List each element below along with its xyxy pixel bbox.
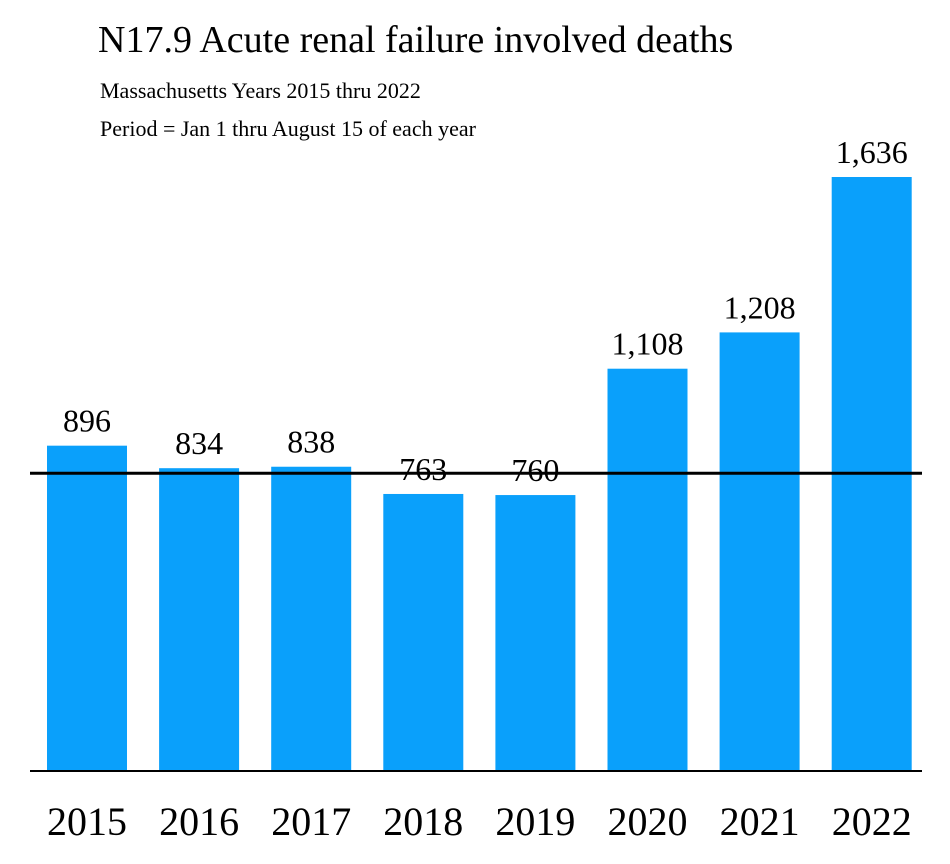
x-tick-label-2020: 2020 bbox=[608, 799, 688, 844]
bar-2016 bbox=[159, 468, 240, 771]
bar-2018 bbox=[383, 493, 464, 771]
bar-value-label-2020: 1,108 bbox=[612, 326, 684, 362]
bar-2015 bbox=[47, 445, 127, 771]
bar-2017 bbox=[271, 466, 352, 771]
bar-value-label-2016: 834 bbox=[175, 425, 223, 461]
x-tick-label-2015: 2015 bbox=[47, 799, 127, 844]
chart-subtitle-period: Period = Jan 1 thru August 15 of each ye… bbox=[100, 116, 476, 141]
bar-value-label-2022: 1,636 bbox=[836, 134, 908, 170]
x-tick-label-2016: 2016 bbox=[159, 799, 239, 844]
bar-2020 bbox=[607, 368, 688, 771]
bar-2021 bbox=[719, 332, 800, 771]
x-tick-label-2022: 2022 bbox=[832, 799, 912, 844]
bar-value-label-2021: 1,208 bbox=[724, 289, 796, 325]
bar-value-label-2015: 896 bbox=[63, 403, 111, 439]
x-tick-label-2019: 2019 bbox=[495, 799, 575, 844]
chart-title: N17.9 Acute renal failure involved death… bbox=[98, 19, 734, 61]
x-tick-label-2017: 2017 bbox=[271, 799, 351, 844]
bar-value-label-2019: 760 bbox=[511, 452, 559, 488]
chart-subtitle-location: Massachusetts Years 2015 thru 2022 bbox=[100, 78, 421, 103]
x-tick-label-2021: 2021 bbox=[720, 799, 800, 844]
bar-value-label-2018: 763 bbox=[399, 451, 447, 487]
bar-value-label-2017: 838 bbox=[287, 424, 335, 460]
bar-2019 bbox=[495, 495, 576, 771]
x-tick-label-2018: 2018 bbox=[383, 799, 463, 844]
